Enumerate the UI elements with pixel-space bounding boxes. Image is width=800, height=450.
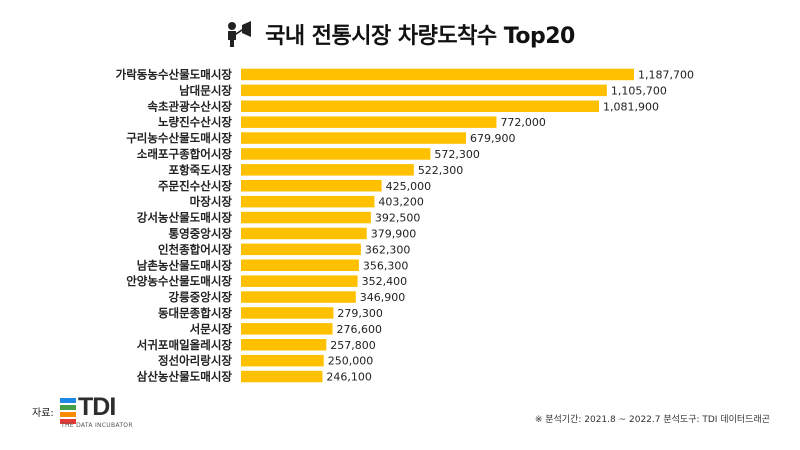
value-label: 246,100: [326, 371, 372, 384]
title-bar: 국내 전통시장 차량도착수 Top20: [0, 18, 800, 50]
value-label: 346,900: [360, 291, 406, 304]
bar: [241, 339, 327, 351]
category-label: 정선아리랑시장: [158, 354, 232, 368]
category-label: 소래포구종합어시장: [137, 147, 233, 161]
bar: [241, 68, 634, 81]
bar: [241, 275, 358, 287]
bar: [241, 195, 375, 208]
bar: [241, 354, 324, 367]
value-label: 392,500: [375, 212, 421, 225]
category-label: 속초관광수산시장: [147, 99, 232, 113]
category-label: 서문시장: [190, 322, 233, 336]
category-label: 포항죽도시장: [169, 163, 233, 177]
logo-text: TDI: [78, 393, 116, 421]
value-label: 1,081,900: [603, 100, 659, 113]
value-label: 679,900: [470, 132, 516, 145]
value-label: 279,300: [337, 307, 383, 320]
category-label: 삼산농산물도매시장: [137, 370, 233, 384]
source-label: 자료:: [32, 408, 54, 419]
category-label: 인천종합어시장: [158, 242, 232, 256]
logo-subtext: THE DATA INCUBATOR: [61, 422, 133, 429]
category-label: 구리농수산물도매시장: [126, 131, 232, 145]
category-label: 안양농수산물도매시장: [126, 274, 232, 288]
value-label: 356,300: [363, 259, 409, 272]
value-label: 257,800: [330, 339, 376, 352]
category-label: 동대문종합시장: [158, 306, 232, 320]
category-label: 남대문시장: [179, 83, 232, 97]
category-label: 가락동농수산물도매시장: [116, 67, 233, 81]
category-label: 노량진수산시장: [158, 115, 232, 129]
value-label: 250,000: [328, 355, 374, 368]
bar: [241, 180, 382, 192]
value-label: 352,400: [362, 275, 408, 288]
value-label: 772,000: [500, 116, 546, 129]
bar: [241, 132, 466, 144]
bar: [241, 116, 497, 128]
category-label: 남촌농산물도매시장: [137, 258, 233, 272]
category-label: 주문진수산시장: [158, 179, 232, 193]
value-label: 1,187,700: [638, 68, 694, 81]
bar: [241, 84, 607, 97]
logo-bar-blue: [60, 398, 76, 403]
category-label: 마장시장: [190, 195, 233, 209]
chart-title: 국내 전통시장 차량도착수 Top20: [265, 24, 575, 49]
logo-bar-orange: [60, 412, 76, 417]
bar: [241, 227, 367, 240]
value-label: 572,300: [434, 148, 480, 161]
tdi-logo: TDI THE DATA INCUBATOR: [60, 393, 140, 431]
bar: [241, 370, 323, 383]
bar: [241, 323, 333, 335]
bar: [241, 259, 359, 271]
bar: [241, 148, 431, 160]
category-label: 서귀포매일올레시장: [137, 338, 233, 352]
bar: [241, 211, 371, 224]
bar: [241, 291, 356, 303]
bar: [241, 100, 599, 112]
value-label: 276,600: [337, 323, 383, 336]
logo-bar-red: [60, 419, 76, 424]
analysis-note: ※ 분석기간: 2021.8 ~ 2022.7 분석도구: TDI 데이터드래곤: [534, 415, 770, 425]
value-label: 1,105,700: [611, 84, 667, 97]
value-label: 522,300: [418, 164, 464, 177]
category-label: 통영중앙시장: [169, 226, 233, 240]
value-label: 425,000: [386, 180, 432, 193]
category-label: 강릉중앙시장: [169, 290, 233, 304]
value-label: 379,900: [371, 227, 417, 240]
value-label: 362,300: [365, 243, 411, 256]
megaphone-person-icon: [228, 21, 252, 47]
category-label: 강서농산물도매시장: [137, 211, 233, 225]
logo-bar-green: [60, 405, 76, 410]
bar: [241, 307, 334, 319]
bar: [241, 164, 414, 176]
logo-bars-icon: [60, 398, 76, 426]
bar: [241, 243, 361, 256]
value-label: 403,200: [378, 196, 424, 209]
